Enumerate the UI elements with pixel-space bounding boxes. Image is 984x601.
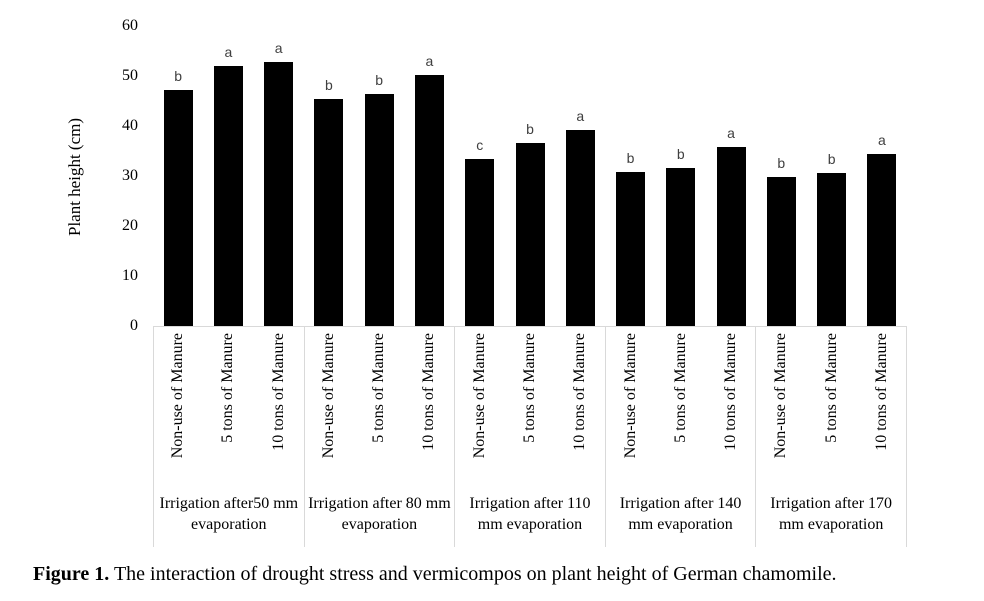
significance-letter: a [576, 108, 585, 124]
significance-letter: b [325, 77, 333, 93]
bar [264, 62, 294, 326]
group-label-line: Irrigation after50 mm [159, 495, 299, 512]
group-label-line: evaporation [191, 516, 267, 533]
bar [867, 154, 897, 326]
group-cell: Irrigation after 170 mm evaporation [755, 327, 907, 547]
bar [163, 90, 193, 326]
y-tick-label: 50 [122, 67, 138, 84]
significance-letter: b [676, 146, 685, 162]
group-cell: Irrigation after50 mm evaporation [153, 327, 304, 547]
significance-letter: a [274, 40, 283, 56]
group-label: Irrigation after 80 mm evaporation [305, 481, 455, 547]
significance-letter: a [224, 43, 233, 60]
significance-letter: b [777, 154, 786, 171]
group-label-line: mm evaporation [628, 516, 733, 533]
bar [364, 93, 394, 326]
group-label-line: Irrigation after 170 [770, 495, 893, 512]
y-tick-label: 60 [122, 17, 138, 34]
significance-letter: b [174, 68, 183, 84]
bar [666, 168, 696, 326]
significance-letter: a [727, 125, 735, 141]
group-cell: Irrigation after 140 mm evaporation [604, 327, 756, 547]
significance-letter: b [626, 149, 635, 166]
bar [616, 171, 646, 326]
y-tick-label: 30 [122, 167, 138, 184]
bar [817, 173, 847, 326]
group-label: Irrigation after 170 mm evaporation [756, 481, 906, 547]
bar [716, 147, 746, 326]
bar [465, 159, 495, 326]
significance-letter: b [526, 121, 534, 137]
group-label-line: mm evaporation [778, 516, 884, 533]
group-label-line: Irrigation after 140 [619, 495, 742, 512]
y-tick-label: 20 [122, 217, 138, 234]
group-cell: Irrigation after 110 mm evaporation [454, 327, 605, 547]
y-tick-label: 40 [122, 117, 138, 134]
bar [414, 74, 444, 326]
bar [766, 176, 796, 326]
group-label: Irrigation after 140 mm evaporation [606, 481, 756, 547]
category-axis-table: Irrigation after50 mm evaporation Irrigati… [153, 326, 907, 547]
group-label-line: mm evaporation [477, 516, 583, 533]
bar [565, 130, 595, 326]
significance-letter: b [375, 71, 384, 88]
caption-text: The interaction of drought stress and ve… [113, 563, 837, 585]
group-label-line: Irrigation after 110 [469, 495, 591, 512]
bar-chart: Plant height (cm) 0 10 20 30 40 50 60 b Non-use… [65, 17, 907, 547]
group-label: Irrigation after50 mm evaporation [154, 481, 304, 547]
group-cell: Irrigation after 80 mm evaporation [303, 327, 455, 547]
significance-letter: a [877, 132, 886, 148]
caption-figure-number: Figure 1. [33, 563, 110, 585]
bar [314, 99, 344, 326]
significance-letter: b [827, 151, 836, 167]
y-tick-label: 0 [130, 317, 138, 334]
group-label: Irrigation after 110 mm evaporation [455, 481, 605, 547]
significance-letter: c [476, 137, 484, 153]
figure-caption: Figure 1. The interaction of drought str… [33, 561, 963, 587]
significance-letter: a [425, 52, 434, 69]
bar [515, 143, 545, 326]
group-label-line: Irrigation after 80 mm [308, 495, 451, 512]
group-label-line: evaporation [341, 516, 418, 533]
y-tick-label: 10 [122, 267, 138, 284]
bar [213, 65, 243, 326]
